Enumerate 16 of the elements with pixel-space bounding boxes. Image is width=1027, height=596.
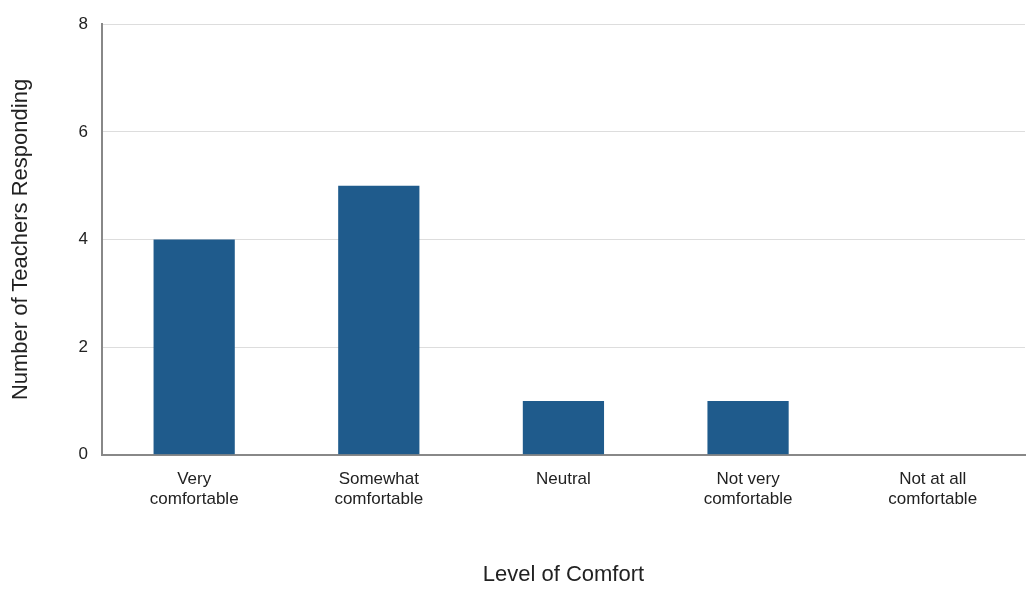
bar (338, 185, 420, 455)
x-tick-label: Not at all comfortable (888, 468, 978, 509)
y-tick-label: 8 (78, 13, 88, 33)
x-tick-label: Neutral (536, 468, 591, 488)
bar (522, 400, 605, 455)
y-tick-label: 0 (78, 444, 88, 464)
y-tick-label: 6 (78, 121, 88, 141)
x-tick-label: Not very comfortable (703, 468, 793, 509)
x-tick-label: Somewhat comfortable (334, 468, 424, 509)
bar (153, 239, 235, 455)
bar (707, 400, 789, 455)
y-axis-title: Number of Teachers Responding (7, 78, 33, 401)
x-tick-label: Very comfortable (149, 468, 239, 509)
y-tick-label: 4 (78, 229, 88, 249)
y-tick-label: 2 (78, 336, 88, 356)
x-axis-title: Level of Comfort (482, 560, 645, 586)
